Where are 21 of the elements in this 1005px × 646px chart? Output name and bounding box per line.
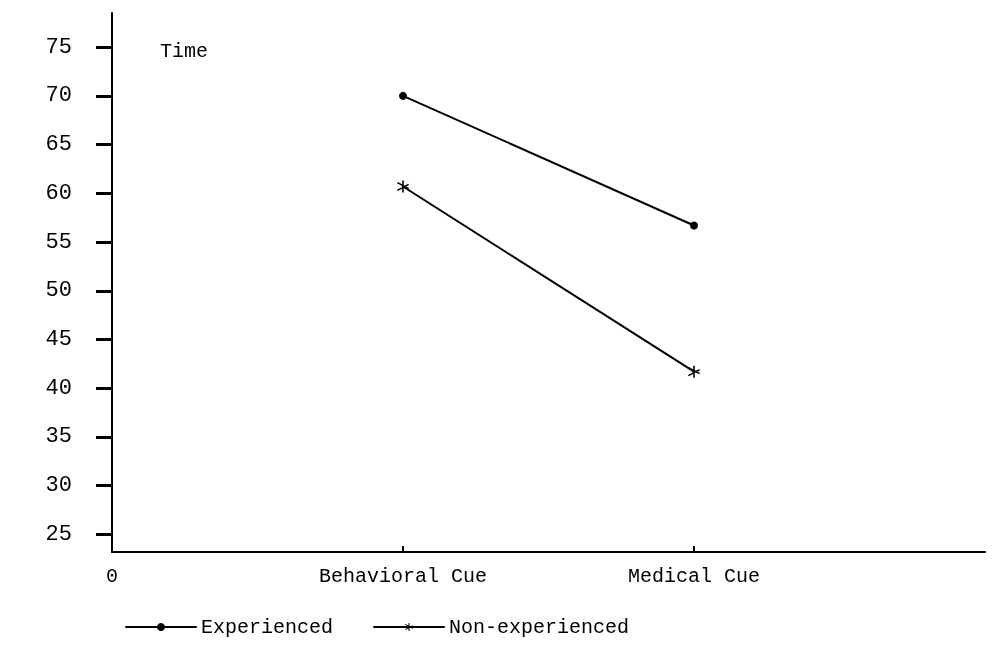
y-tick-label: 50 <box>45 278 72 304</box>
legend-label: Non-experienced <box>449 615 630 639</box>
x-tick-label: Medical Cue <box>627 564 761 588</box>
legend-label: Experienced <box>201 615 334 639</box>
y-tick-label: 35 <box>45 424 72 450</box>
y-tick-label: 30 <box>45 473 72 499</box>
point <box>690 221 698 230</box>
x-tick-label: 0 <box>105 564 119 588</box>
y-tick-label: 55 <box>45 229 72 255</box>
y-tick-label: 75 <box>45 34 72 60</box>
point <box>688 365 700 378</box>
y-tick-label: 70 <box>45 83 72 109</box>
point <box>399 91 407 100</box>
x-tick-label: Behavioral Cue <box>318 564 488 588</box>
y-tick-label: 45 <box>45 327 72 353</box>
point <box>397 180 409 193</box>
y-tick-label: 65 <box>45 132 72 158</box>
y-axis-title: Time <box>160 39 209 63</box>
y-tick-label: 40 <box>45 375 72 401</box>
y-tick-label: 25 <box>45 521 72 547</box>
y-tick-label: 60 <box>45 180 72 206</box>
